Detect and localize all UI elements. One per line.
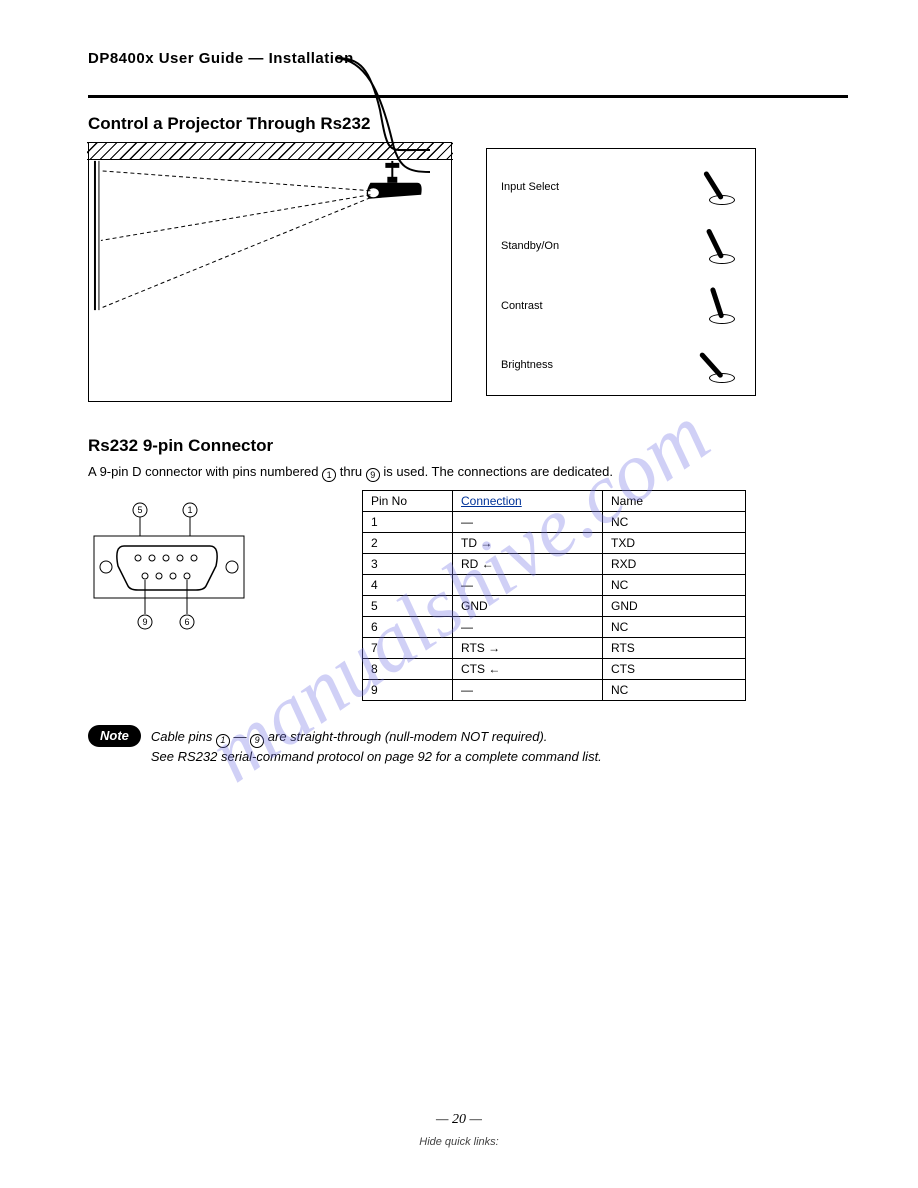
control-row: Contrast bbox=[501, 278, 741, 326]
joystick-icon bbox=[703, 159, 741, 207]
circled-1: 1 bbox=[322, 468, 336, 482]
circled-9: 9 bbox=[250, 734, 264, 748]
footer-hint: Hide quick links: bbox=[0, 1136, 918, 1148]
control-label: Brightness bbox=[501, 359, 693, 385]
connector-figure: 5 1 bbox=[88, 496, 298, 642]
table-row: 4—NC bbox=[363, 575, 746, 596]
rs232-section: Rs232 9-pin Connector A 9-pin D connecto… bbox=[88, 436, 848, 766]
control-row: Brightness bbox=[501, 337, 741, 385]
page-number: — 20 — bbox=[0, 1112, 918, 1128]
svg-text:9: 9 bbox=[142, 617, 147, 627]
control-label: Contrast bbox=[501, 300, 693, 326]
control-label: Input Select bbox=[501, 181, 693, 207]
circled-9: 9 bbox=[366, 468, 380, 482]
control-row: Standby/On bbox=[501, 218, 741, 266]
table-header-row: Pin No Connection Name bbox=[363, 491, 746, 512]
table-row: 6—NC bbox=[363, 617, 746, 638]
control-label: Standby/On bbox=[501, 240, 693, 266]
figure-row: Input Select Standby/On Contrast bbox=[88, 142, 848, 402]
joystick-icon bbox=[703, 337, 741, 385]
svg-text:1: 1 bbox=[187, 505, 192, 515]
joystick-icon bbox=[703, 278, 741, 326]
table-row: 5GNDGND bbox=[363, 596, 746, 617]
running-header: DP8400x User Guide — Installation bbox=[88, 50, 848, 67]
note-block: Note Cable pins 1 — 9 are straight-throu… bbox=[88, 725, 848, 766]
table-row: 9—NC bbox=[363, 680, 746, 701]
db9-connector-svg: 5 1 bbox=[88, 502, 268, 642]
heading-rs232: Rs232 9-pin Connector bbox=[88, 436, 848, 456]
projector-scene bbox=[88, 142, 452, 402]
page-root: DP8400x User Guide — Installation Contro… bbox=[0, 0, 918, 816]
table-header: Connection bbox=[453, 491, 603, 512]
joystick-icon bbox=[703, 218, 741, 266]
projector-diagram-svg bbox=[89, 143, 451, 402]
control-row: Input Select bbox=[501, 159, 741, 207]
table-row: 8CTS ←CTS bbox=[363, 659, 746, 680]
circled-1: 1 bbox=[216, 734, 230, 748]
heading-control-projector: Control a Projector Through Rs232 bbox=[88, 114, 848, 134]
note-text: Cable pins 1 — 9 are straight-through (n… bbox=[151, 725, 602, 766]
table-row: 1—NC bbox=[363, 512, 746, 533]
header-rule bbox=[88, 95, 848, 98]
pinout-table: Pin No Connection Name 1—NC 2TD →TXD 3RD… bbox=[362, 490, 746, 701]
table-header: Pin No bbox=[363, 491, 453, 512]
note-badge: Note bbox=[88, 725, 141, 747]
svg-text:6: 6 bbox=[184, 617, 189, 627]
table-row: 3RD ←RXD bbox=[363, 554, 746, 575]
svg-text:5: 5 bbox=[137, 505, 142, 515]
table-header: Name bbox=[603, 491, 746, 512]
table-row: 2TD →TXD bbox=[363, 533, 746, 554]
table-row: 7RTS →RTS bbox=[363, 638, 746, 659]
rs232-desc: A 9-pin D connector with pins numbered 1… bbox=[88, 464, 848, 482]
control-panel-box: Input Select Standby/On Contrast bbox=[486, 148, 756, 396]
